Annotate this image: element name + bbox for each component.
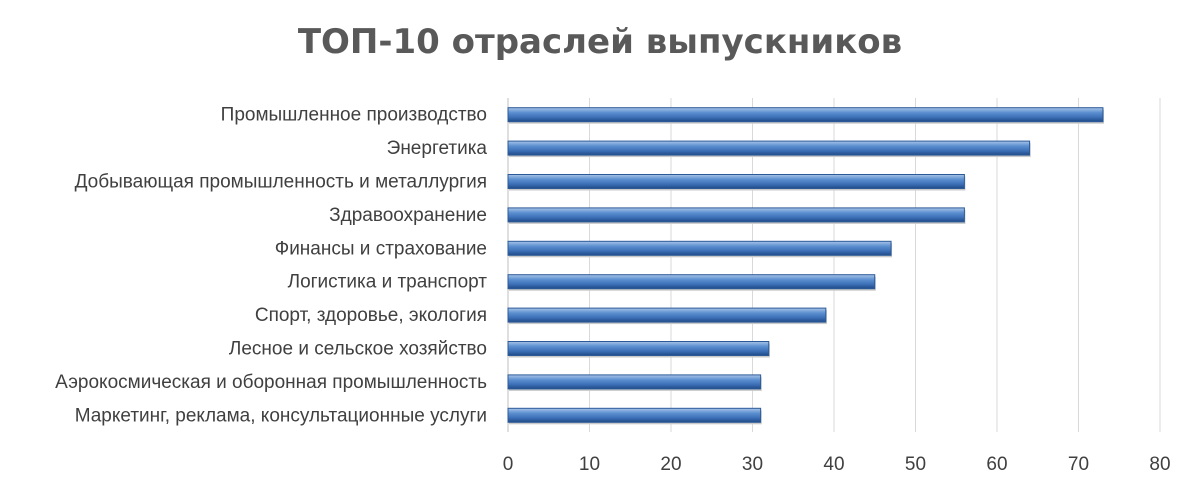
category-label: Маркетинг, реклама, консультационные усл… (75, 405, 487, 426)
category-labels: Промышленное производство Энергетика Добыв… (55, 105, 487, 427)
x-tick-label: 70 (1068, 454, 1089, 475)
bar (507, 407, 762, 423)
chart-title: ТОП-10 отраслей выпускников (297, 22, 903, 62)
bar (507, 240, 892, 256)
category-label: Спорт, здоровье, экология (255, 305, 487, 326)
category-label: Энергетика (387, 138, 488, 159)
category-label: Лесное и сельское хозяйство (229, 339, 487, 360)
x-axis-ticks: 0 10 20 30 40 50 60 70 80 (503, 454, 1171, 475)
bar (507, 374, 762, 390)
category-label: Логистика и транспорт (288, 272, 488, 293)
x-tick-label: 0 (503, 454, 514, 475)
bar (507, 207, 965, 223)
x-tick-label: 20 (660, 454, 681, 475)
bar (507, 341, 770, 356)
category-label: Добывающая промышленность и металлургия (75, 172, 487, 193)
category-label: Здравоохранение (329, 205, 487, 226)
x-tick-label: 50 (905, 454, 926, 475)
bar (507, 307, 827, 323)
bar (507, 274, 876, 290)
bars (507, 107, 1104, 425)
bar (507, 107, 1104, 123)
x-tick-label: 80 (1149, 454, 1170, 475)
bar (507, 140, 1031, 156)
x-tick-label: 30 (742, 454, 763, 475)
x-tick-label: 60 (986, 454, 1007, 475)
bar (507, 174, 965, 189)
category-label: Промышленное производство (221, 105, 487, 126)
x-tick-label: 40 (823, 454, 844, 475)
category-label: Финансы и страхование (275, 238, 487, 259)
category-label: Аэрокосмическая и оборонная промышленнос… (55, 372, 487, 393)
x-tick-label: 10 (579, 454, 600, 475)
